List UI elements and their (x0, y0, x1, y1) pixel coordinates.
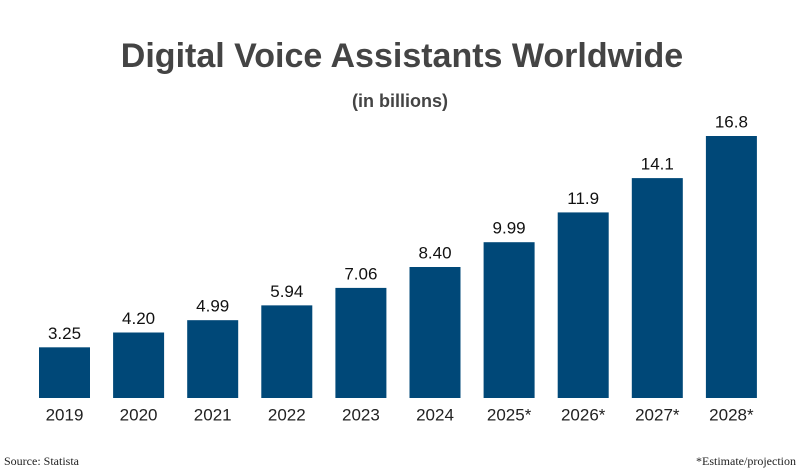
value-label: 3.25 (48, 324, 81, 343)
value-label: 14.1 (641, 155, 674, 174)
bar (39, 347, 90, 398)
x-tick-label: 2020 (120, 405, 158, 424)
value-label: 4.20 (122, 309, 155, 328)
x-tick-label: 2024 (416, 405, 454, 424)
bar (557, 212, 609, 398)
bar (409, 267, 461, 398)
note: *Estimate/projection (696, 454, 796, 468)
bar (483, 242, 535, 398)
x-tick-label: 2023 (342, 405, 380, 424)
x-tick-label: 2019 (46, 405, 84, 424)
chart-title: Digital Voice Assistants Worldwide (121, 37, 683, 75)
value-label: 11.9 (567, 189, 599, 208)
value-label: 4.99 (196, 297, 229, 316)
x-tick-label: 2022 (268, 405, 306, 424)
bar (631, 178, 683, 398)
source: Source: Statista (4, 454, 80, 468)
bar (335, 287, 387, 398)
bar (113, 332, 165, 398)
bar (705, 136, 757, 398)
value-label: 9.99 (493, 219, 526, 238)
value-label: 7.06 (344, 264, 377, 283)
bar (261, 305, 313, 398)
value-label: 5.94 (270, 282, 303, 301)
x-tick-label: 2028* (709, 405, 754, 424)
x-tick-label: 2025* (487, 405, 532, 424)
value-label: 8.40 (418, 243, 451, 262)
x-tick-label: 2021 (194, 405, 232, 424)
bar (187, 320, 239, 398)
x-tick-label: 2026* (561, 405, 606, 424)
value-label: 16.8 (715, 112, 748, 131)
x-tick-label: 2027* (635, 405, 680, 424)
chart-subtitle: (in billions) (352, 91, 448, 111)
